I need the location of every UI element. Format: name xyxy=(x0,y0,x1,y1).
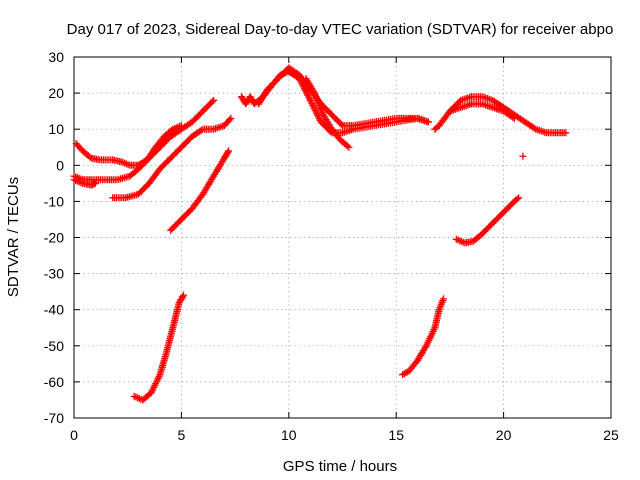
y-tick-label: -60 xyxy=(44,374,64,390)
series-arc-2 xyxy=(70,96,218,184)
data-point xyxy=(305,93,313,101)
y-tick-label: -70 xyxy=(44,410,64,426)
y-tick-label: -50 xyxy=(44,338,64,354)
y-tick-label: -20 xyxy=(44,230,64,246)
chart-title: Day 017 of 2023, Sidereal Day-to-day VTE… xyxy=(67,21,614,38)
data-point xyxy=(513,195,521,203)
plot-frame xyxy=(73,56,612,419)
series-arc-15 xyxy=(519,152,527,160)
data-point xyxy=(227,114,235,122)
series-arc-6 xyxy=(130,291,188,404)
grid-lines xyxy=(74,57,611,418)
y-tick-label: -40 xyxy=(44,302,64,318)
data-point xyxy=(296,75,304,83)
data-point xyxy=(510,114,518,122)
data-point xyxy=(337,120,345,128)
data-point xyxy=(344,142,352,150)
series-arc-14 xyxy=(399,295,447,379)
data-point xyxy=(315,115,323,123)
series-arc-12 xyxy=(446,100,518,122)
y-tick-label: -10 xyxy=(44,193,64,209)
data-point xyxy=(296,76,304,84)
data-point xyxy=(424,118,432,126)
data-point xyxy=(310,103,318,111)
y-tick-label: 20 xyxy=(48,85,64,101)
data-point xyxy=(312,108,320,116)
series-arc-3 xyxy=(70,176,99,189)
data-point xyxy=(309,101,317,109)
data-point xyxy=(179,293,187,301)
data-point xyxy=(313,110,321,118)
x-tick-label: 25 xyxy=(603,427,619,443)
data-point xyxy=(299,81,307,89)
axis-ticks: 0 5 10 15 20 25 -70 -60 -50 -40 -30 -20 -10 0 10 20 30 xyxy=(44,49,619,443)
data-point xyxy=(300,85,308,93)
data-point xyxy=(303,90,311,98)
data-point xyxy=(300,83,308,91)
y-tick-label: 10 xyxy=(48,121,64,137)
data-point xyxy=(519,152,527,160)
series-arc-4 xyxy=(109,114,235,202)
x-tick-label: 5 xyxy=(178,427,186,443)
x-axis-label: GPS time / hours xyxy=(283,458,397,475)
data-point xyxy=(208,98,216,106)
data-point xyxy=(226,116,234,124)
x-tick-label: 15 xyxy=(388,427,404,443)
y-tick-label: 30 xyxy=(48,49,64,65)
data-point xyxy=(345,143,353,151)
data-point xyxy=(562,129,570,137)
series-arc-13 xyxy=(452,194,523,247)
data-point xyxy=(439,295,447,303)
data-point xyxy=(311,106,319,114)
data-point xyxy=(307,98,315,106)
data-point xyxy=(310,87,318,95)
data-point xyxy=(302,88,310,96)
data-point xyxy=(308,100,316,108)
series-arc-10 xyxy=(302,75,353,151)
data-point xyxy=(225,147,233,155)
series-arc-11 xyxy=(431,93,570,137)
data-point xyxy=(210,96,218,104)
data-point xyxy=(509,113,517,121)
data-point xyxy=(298,80,306,88)
data-point xyxy=(304,91,312,99)
y-tick-label: -30 xyxy=(44,266,64,282)
y-tick-label: 0 xyxy=(56,157,64,173)
y-axis-label: SDTVAR / TECUs xyxy=(5,177,22,297)
data-point xyxy=(86,153,94,161)
data-point xyxy=(310,105,318,113)
data-point xyxy=(297,78,305,86)
data-point xyxy=(197,126,205,134)
data-point xyxy=(515,194,523,202)
x-tick-label: 20 xyxy=(496,427,512,443)
series-arc-5 xyxy=(167,147,233,234)
x-tick-label: 0 xyxy=(70,427,78,443)
data-point xyxy=(91,179,99,187)
x-tick-label: 10 xyxy=(281,427,297,443)
data-point xyxy=(301,86,309,94)
data-point xyxy=(305,95,313,103)
data-point xyxy=(180,291,188,299)
data-point xyxy=(224,148,232,156)
data-point xyxy=(530,124,538,132)
data-point xyxy=(306,96,314,104)
data-points xyxy=(70,64,570,404)
